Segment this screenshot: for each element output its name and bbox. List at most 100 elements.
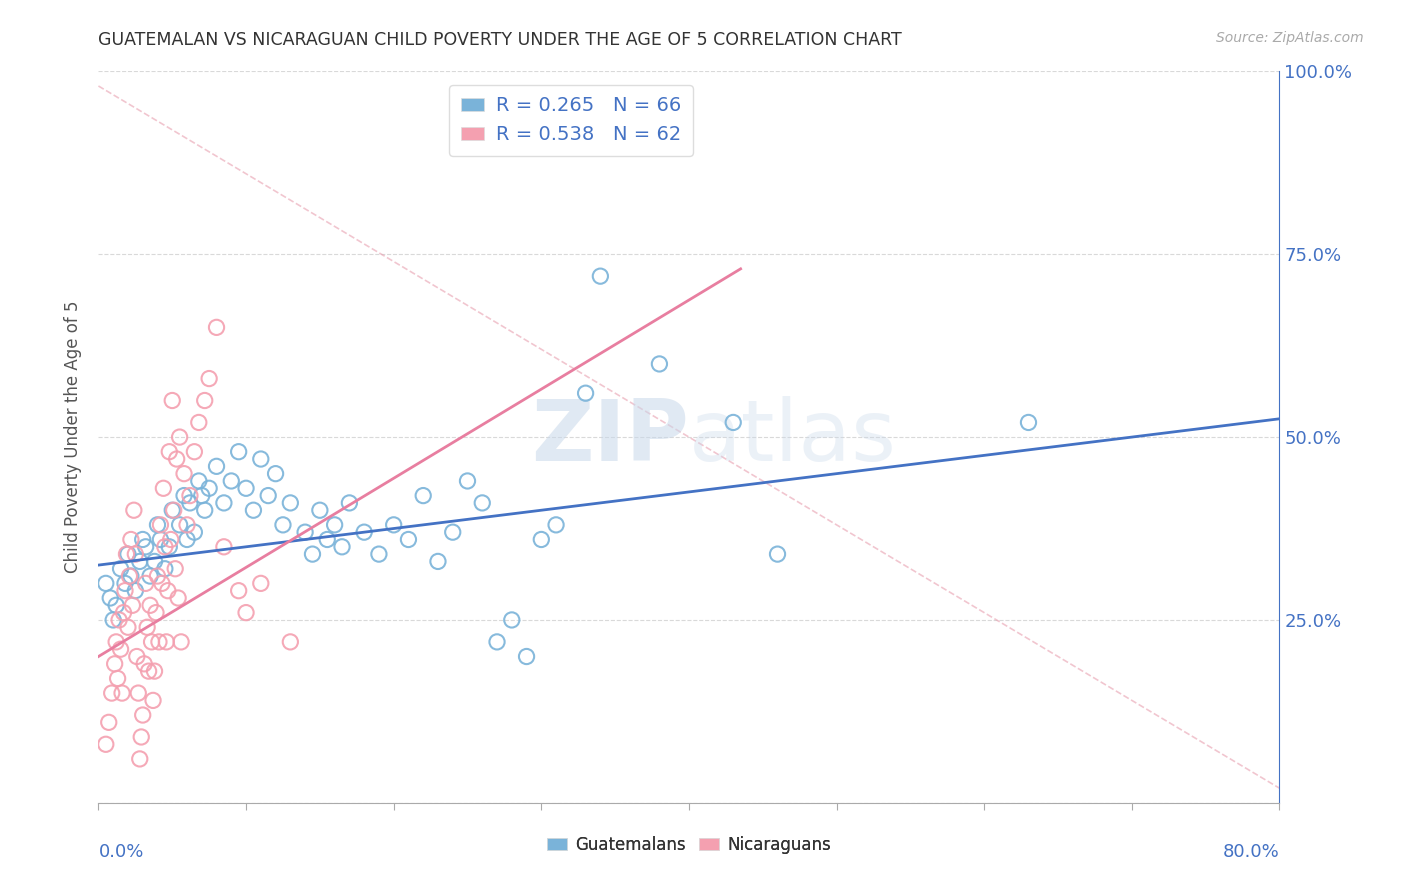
Point [153,562,176,576]
Point [117,547,139,561]
Point [124,547,146,561]
Point [125,649,148,664]
Point [148,635,170,649]
Point [162,503,183,517]
Point [105,599,128,613]
Point [135,576,157,591]
Point [118,569,141,583]
Point [114,583,136,598]
Point [163,503,186,517]
Point [132,708,155,723]
Point [143,554,166,568]
Point [221,474,243,488]
Point [1018,416,1040,430]
Point [169,430,191,444]
Point [128,554,150,568]
Point [110,642,132,657]
Point [100,686,122,700]
Point [516,649,538,664]
Point [162,393,183,408]
Point [157,540,180,554]
Point [179,489,201,503]
Point [648,357,671,371]
Point [120,533,142,547]
Point [94,737,117,751]
Point [114,576,136,591]
Point [179,496,201,510]
Point [149,517,172,532]
Point [427,554,450,568]
Point [155,635,177,649]
Point [194,503,217,517]
Point [382,517,405,532]
Point [152,481,174,495]
Point [766,547,789,561]
Point [166,452,188,467]
Point [183,444,205,458]
Text: ZIP: ZIP [531,395,689,479]
Text: 80.0%: 80.0% [1223,843,1279,861]
Point [176,533,198,547]
Point [107,672,129,686]
Point [145,606,167,620]
Point [156,583,179,598]
Point [486,635,509,649]
Point [205,459,228,474]
Point [135,540,157,554]
Point [134,657,156,671]
Text: Source: ZipAtlas.com: Source: ZipAtlas.com [1216,31,1364,45]
Point [165,562,187,576]
Point [173,467,195,481]
Point [169,517,191,532]
Point [546,517,568,532]
Point [530,533,553,547]
Point [353,525,375,540]
Point [330,540,353,554]
Point [194,393,217,408]
Point [122,503,145,517]
Point [280,635,302,649]
Point [105,635,128,649]
Point [173,489,195,503]
Point [198,481,221,495]
Text: atlas: atlas [689,395,897,479]
Point [183,525,205,540]
Point [228,444,250,458]
Point [187,416,209,430]
Point [198,371,221,385]
Point [132,533,155,547]
Point [368,547,391,561]
Point [112,606,135,620]
Point [271,517,294,532]
Y-axis label: Child Poverty Under the Age of 5: Child Poverty Under the Age of 5 [63,301,82,574]
Point [723,416,745,430]
Point [127,686,149,700]
Point [250,452,273,467]
Point [143,664,166,678]
Point [176,517,198,532]
Point [441,525,464,540]
Point [257,489,280,503]
Point [280,496,302,510]
Point [301,547,323,561]
Point [457,474,479,488]
Point [153,540,176,554]
Text: GUATEMALAN VS NICARAGUAN CHILD POVERTY UNDER THE AGE OF 5 CORRELATION CHART: GUATEMALAN VS NICARAGUAN CHILD POVERTY U… [98,31,903,49]
Point [316,533,339,547]
Point [108,613,131,627]
Point [235,606,257,620]
Point [264,467,287,481]
Text: 0.0%: 0.0% [98,843,143,861]
Point [242,503,264,517]
Point [146,569,169,583]
Point [136,620,159,634]
Point [167,591,190,605]
Point [205,320,228,334]
Point [323,517,346,532]
Point [187,474,209,488]
Point [309,503,332,517]
Point [124,583,146,598]
Point [120,569,142,583]
Legend: Guatemalans, Nicaraguans: Guatemalans, Nicaraguans [540,829,838,860]
Point [228,583,250,598]
